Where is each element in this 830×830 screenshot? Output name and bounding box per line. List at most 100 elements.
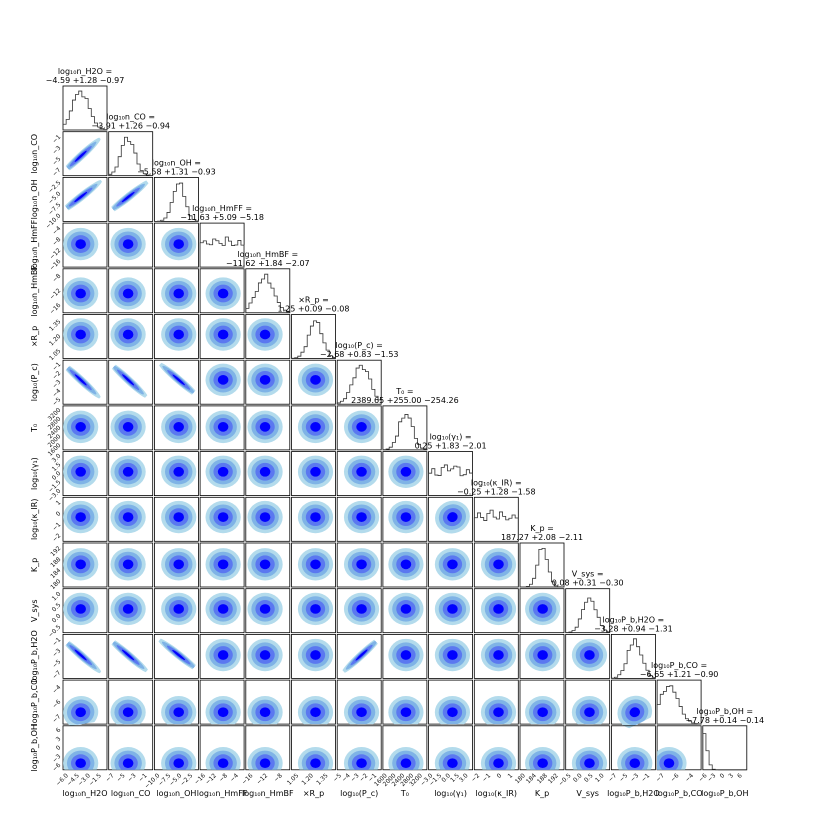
contour-level-1 xyxy=(259,604,271,614)
panel-Kp-vs-log10_nHmBF xyxy=(245,542,291,588)
x-tick-label: −2.5 xyxy=(179,772,194,787)
x-tick-label: −4 xyxy=(341,772,352,783)
contour-level-1 xyxy=(75,559,86,570)
y-tick-label: 184 xyxy=(49,567,62,580)
panel-log10_kIR-vs-xRp xyxy=(291,496,336,542)
contour-level-1 xyxy=(493,650,504,660)
panel-Vsys-vs-log10_nCO xyxy=(108,588,154,634)
x-axis-label-log10_Pb_OH: log₁₀P_b,OH xyxy=(701,789,748,798)
panel-log10_Pb_CO-vs-log10_Pc xyxy=(336,679,382,725)
y-tick-label: −6 xyxy=(51,762,62,773)
panel-log10_kIR-vs-log10_nH2O xyxy=(62,496,108,542)
panel-log10_gamma1-vs-xRp xyxy=(291,451,336,497)
panel-log10_nHmFF-vs-log10_nCO xyxy=(108,222,154,268)
y-tick-label: −7 xyxy=(51,669,62,680)
contour-level-1 xyxy=(122,758,134,769)
y-axis-label-log10_nCO: log₁₀n_CO xyxy=(30,134,39,174)
x-tick-label: −16 xyxy=(241,772,255,786)
contour-level-1 xyxy=(400,758,412,769)
contour-level-1 xyxy=(122,239,134,249)
panel-log10_Pb_OH-vs-log10_Pb_CO xyxy=(656,725,702,771)
panel-frame xyxy=(199,588,245,634)
panel-frame xyxy=(108,405,154,451)
panel-log10_gamma1-vs-log10_Pc xyxy=(336,451,382,497)
panel-log10_Pc-vs-log10_nHmBF xyxy=(245,359,291,405)
y-tick-label: 0.0 xyxy=(51,470,63,482)
title-Kp: K_p = xyxy=(530,524,554,533)
contour-level-1 xyxy=(584,758,595,769)
panel-frame xyxy=(108,131,154,177)
y-tick-label: −1 xyxy=(51,134,62,145)
panel-frame xyxy=(428,542,474,588)
histogram-log10_nH2O xyxy=(62,90,108,131)
contour-level-1 xyxy=(310,422,321,432)
panel-frame xyxy=(199,634,245,679)
title-value-log10_nHmBF: −11.62 +1.84 −2.07 xyxy=(226,259,310,268)
y-tick-label: −3 xyxy=(51,145,62,156)
panel-frame xyxy=(108,634,154,679)
panel-log10_gamma1-vs-log10_nCO xyxy=(108,451,154,497)
contour-level-1 xyxy=(173,329,184,340)
x-axis-label-Vsys: V_sys xyxy=(576,789,599,798)
panel-frame xyxy=(108,542,154,588)
panel-log10_Pb_OH-vs-log10_nHmBF xyxy=(245,725,291,771)
panel-frame xyxy=(382,405,428,451)
x-axis-label-T0: T₀ xyxy=(400,789,409,798)
y-tick-label: 0 xyxy=(55,510,63,518)
panel-log10_gamma1-vs-log10_nH2O xyxy=(62,451,108,497)
panel-Kp-vs-T0 xyxy=(382,542,428,588)
y-tick-label: 0.5 xyxy=(51,602,63,614)
panel-frame xyxy=(245,405,291,451)
contour-level-1 xyxy=(173,466,184,477)
panel-log10_Pb_H2O-vs-Vsys xyxy=(565,634,611,679)
panel-Vsys-vs-log10_nHmFF xyxy=(199,588,245,634)
x-tick-label: 1.35 xyxy=(315,772,330,787)
contour-level-1 xyxy=(122,512,134,522)
x-tick-label: 184 xyxy=(525,772,538,785)
panel-log10_Pb_CO-vs-Vsys xyxy=(565,679,611,725)
panel-frame xyxy=(108,222,154,268)
y-axis-label-log10_Pb_CO: log₁₀P_b,CO xyxy=(30,679,39,726)
panel-log10_Pb_CO-vs-log10_Pb_H2O xyxy=(611,679,656,729)
contour-level-1 xyxy=(173,559,184,570)
panel-log10_Pb_OH-vs-T0 xyxy=(382,725,428,771)
panel-frame xyxy=(62,176,108,222)
panel-xRp-vs-log10_nH2O xyxy=(62,314,108,359)
contour-level-1 xyxy=(121,649,135,661)
panel-frame xyxy=(62,496,108,542)
panel-log10_Pb_OH-vs-log10_nH2O xyxy=(62,725,108,771)
contour-level-1 xyxy=(121,191,135,203)
panel-log10_nHmFF-vs-log10_nH2O xyxy=(62,222,108,268)
panel-log10_nH2O-vs-log10_nH2O xyxy=(62,85,108,131)
panel-log10_Pb_OH-vs-log10_nOH xyxy=(153,725,199,771)
panel-log10_nCO-vs-log10_nH2O xyxy=(60,131,108,177)
histogram-log10_nHmBF xyxy=(245,273,291,313)
panel-log10_Pc-vs-log10_nCO xyxy=(107,359,154,405)
x-tick-label: −0.5 xyxy=(557,772,572,787)
panel-T0-vs-log10_nHmFF xyxy=(199,405,245,451)
contour-level-1 xyxy=(217,707,229,718)
contour-level-1 xyxy=(537,758,548,769)
title-value-log10_nOH: −5.58 +1.31 −0.93 xyxy=(137,167,216,176)
panel-Kp-vs-log10_gamma1 xyxy=(428,542,474,588)
panel-frame xyxy=(199,268,245,314)
contour-level-1 xyxy=(259,329,271,340)
contour-level-1 xyxy=(356,512,367,522)
contour-level-1 xyxy=(356,559,367,570)
panel-frame xyxy=(428,496,474,542)
y-tick-label: −7 xyxy=(51,167,62,178)
contour-level-1 xyxy=(584,707,595,718)
title-value-log10_Pb_OH: −7.78 +0.14 −0.14 xyxy=(685,716,764,725)
contour-level-1 xyxy=(217,650,229,660)
y-tick-label: −2 xyxy=(51,370,62,381)
contour-level-1 xyxy=(217,559,229,570)
panel-Vsys-vs-log10_gamma1 xyxy=(428,588,474,634)
panel-Vsys-vs-T0 xyxy=(382,588,428,634)
panel-T0-vs-log10_Pc xyxy=(336,405,382,451)
panel-frame xyxy=(382,634,428,679)
contour-level-1 xyxy=(173,288,184,299)
title-log10_kIR: log₁₀(κ_IR) = xyxy=(471,478,522,487)
contour-level-1 xyxy=(310,559,321,570)
panel-frame xyxy=(611,634,656,679)
panel-frame xyxy=(428,588,474,634)
